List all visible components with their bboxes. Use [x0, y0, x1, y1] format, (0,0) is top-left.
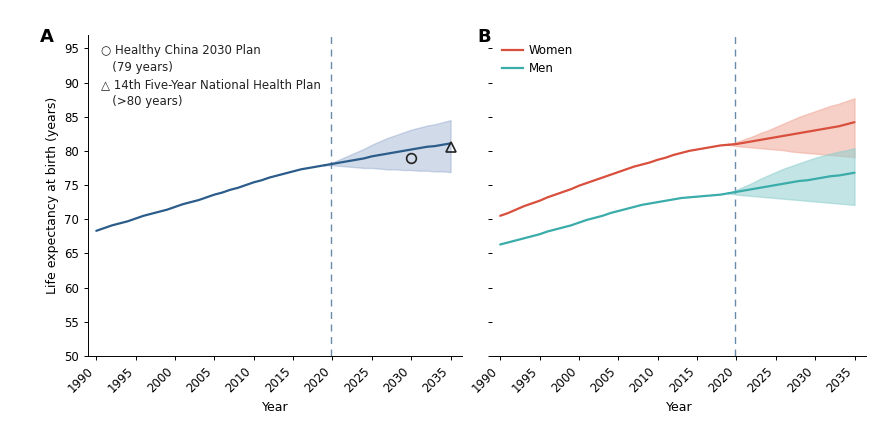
Text: B: B [477, 28, 491, 46]
Y-axis label: Life expectancy at birth (years): Life expectancy at birth (years) [46, 97, 59, 294]
Legend: Women, Men: Women, Men [497, 39, 578, 79]
X-axis label: Year: Year [666, 401, 693, 414]
X-axis label: Year: Year [262, 401, 289, 414]
Text: ○ Healthy China 2030 Plan
   (79 years)
△ 14th Five-Year National Health Plan
  : ○ Healthy China 2030 Plan (79 years) △ 1… [102, 44, 322, 109]
Text: A: A [40, 28, 54, 46]
